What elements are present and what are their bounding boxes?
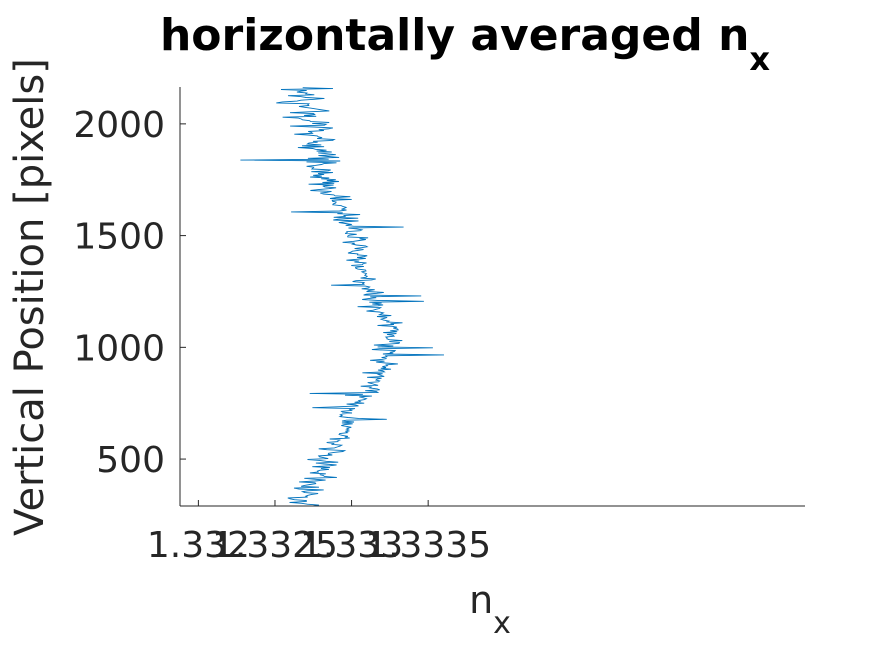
x-axis-label-main: n [469, 578, 493, 622]
x-axis-label: nx [469, 578, 511, 641]
y-tick-label: 1500 [73, 217, 165, 258]
plot-area [180, 87, 805, 506]
y-tick-label: 2000 [73, 105, 165, 146]
x-tick-label: 1.333 [300, 525, 403, 566]
x-tick-label: 1.3325 [212, 525, 338, 566]
series-layer [240, 87, 445, 507]
y-tick-label: 500 [96, 440, 165, 481]
series-line [240, 87, 445, 507]
y-tick-label: 1000 [73, 328, 165, 369]
chart-title-main: horizontally averaged n [160, 10, 749, 61]
x-axis-label-subscript: x [493, 606, 511, 641]
chart-title: horizontally averaged nx [160, 10, 770, 78]
x-tick-label: 1.332 [147, 525, 250, 566]
x-tick-label: 1.3335 [365, 525, 491, 566]
y-ticks: 500 1000 1500 2000 [73, 105, 186, 481]
y-axis-label: Vertical Position [pixels] [7, 58, 53, 536]
chart-title-subscript: x [749, 40, 770, 78]
